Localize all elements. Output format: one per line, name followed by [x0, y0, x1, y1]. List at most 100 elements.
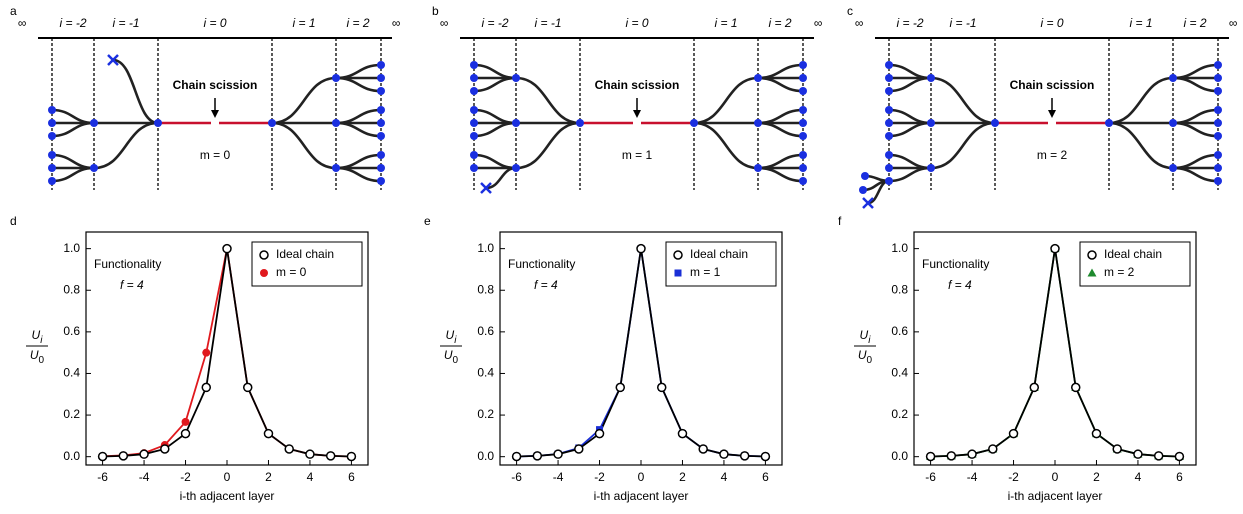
junction	[377, 106, 385, 114]
y-tick-label: 0.6	[891, 324, 908, 338]
y-axis-label-sub: 0	[39, 355, 45, 366]
branch	[93, 121, 159, 170]
data-point	[574, 444, 584, 454]
branch	[888, 121, 932, 138]
junction	[1105, 119, 1113, 127]
x-tick-label: 0	[224, 470, 231, 484]
junction	[799, 119, 807, 127]
legend-box	[665, 241, 777, 287]
y-tick-label: 0.4	[63, 366, 80, 380]
x-axis-label: i-th adjacent layer	[1008, 489, 1103, 503]
junction	[512, 164, 520, 172]
junction	[799, 164, 807, 172]
data-point	[760, 451, 771, 462]
junction	[332, 164, 340, 172]
junction	[754, 164, 762, 172]
annotation: Functionality	[922, 257, 989, 271]
branch	[271, 76, 337, 125]
x-tick-label: -4	[139, 470, 150, 484]
annotation: Functionality	[94, 257, 161, 271]
branch	[271, 121, 337, 170]
layer-label: ∞	[855, 16, 864, 30]
data-point	[139, 449, 149, 459]
branch	[693, 121, 759, 170]
junction	[332, 119, 340, 127]
layer-label: i = 1	[1129, 16, 1152, 30]
data-point	[181, 417, 190, 426]
branch	[757, 121, 804, 138]
junction	[861, 172, 869, 180]
annotation: Chain scission	[173, 78, 258, 92]
branch	[473, 108, 517, 125]
x-tick-label: -2	[180, 470, 191, 484]
tree	[862, 63, 1219, 205]
x-tick-label: 4	[721, 470, 728, 484]
scission-state: m = 2	[1037, 148, 1068, 162]
panel-label: c	[847, 4, 853, 18]
removed-mark	[862, 197, 874, 209]
layer-label: ∞	[1229, 16, 1238, 30]
junction	[799, 177, 807, 185]
y-tick-label: 1.0	[63, 241, 80, 255]
legend-marker	[260, 269, 268, 277]
junction	[48, 106, 56, 114]
data-point	[263, 428, 274, 439]
junction	[927, 119, 935, 127]
junction	[1214, 132, 1222, 140]
junction	[470, 61, 478, 69]
data-point	[180, 428, 191, 439]
y-tick-label: 0.8	[477, 282, 494, 296]
y-axis-label-sub: 0	[867, 355, 873, 366]
x-axis-label: i-th adjacent layer	[594, 489, 689, 503]
branch	[888, 108, 932, 125]
x-tick-label: 6	[762, 470, 769, 484]
branch	[757, 166, 804, 183]
junction	[377, 87, 385, 95]
removed-mark	[107, 54, 119, 66]
legend-box	[251, 241, 363, 287]
branch	[930, 121, 996, 170]
junction	[48, 151, 56, 159]
scission-state: m = 0	[200, 148, 231, 162]
junction	[885, 74, 893, 82]
y-axis-label: U0	[858, 348, 873, 365]
x-tick-label: 6	[348, 470, 355, 484]
junction	[512, 119, 520, 127]
junction	[927, 74, 935, 82]
junction	[799, 61, 807, 69]
layer-label: i = 0	[625, 16, 648, 30]
removed-mark	[480, 182, 492, 194]
branch	[757, 76, 804, 93]
panel-label: a	[10, 4, 17, 18]
branch	[335, 76, 382, 93]
junction	[48, 132, 56, 140]
data-point	[739, 451, 750, 461]
y-axis-label: Ui	[446, 328, 458, 345]
y-axis-label: Ui	[32, 328, 44, 345]
data-point	[946, 451, 957, 461]
data-point	[242, 382, 253, 393]
x-tick-label: 2	[1093, 470, 1100, 484]
junction	[48, 177, 56, 185]
data-point	[967, 449, 977, 459]
junction	[470, 106, 478, 114]
junction	[885, 177, 893, 185]
x-tick-label: -6	[97, 470, 108, 484]
arrow-head	[633, 110, 641, 118]
layer-label: i = 1	[714, 16, 737, 30]
junction	[90, 164, 98, 172]
data-point	[636, 243, 646, 254]
branch	[473, 76, 517, 93]
data-point	[656, 382, 667, 393]
data-point	[118, 451, 129, 461]
tree	[473, 63, 804, 190]
junction	[377, 132, 385, 140]
legend-marker	[1087, 250, 1097, 260]
branch	[515, 121, 581, 170]
junction	[377, 119, 385, 127]
layer-label: i = -1	[534, 16, 561, 30]
data-point	[346, 451, 357, 462]
arrow-head	[211, 110, 219, 118]
junction	[1214, 164, 1222, 172]
y-axis-label-part: U	[860, 328, 869, 342]
